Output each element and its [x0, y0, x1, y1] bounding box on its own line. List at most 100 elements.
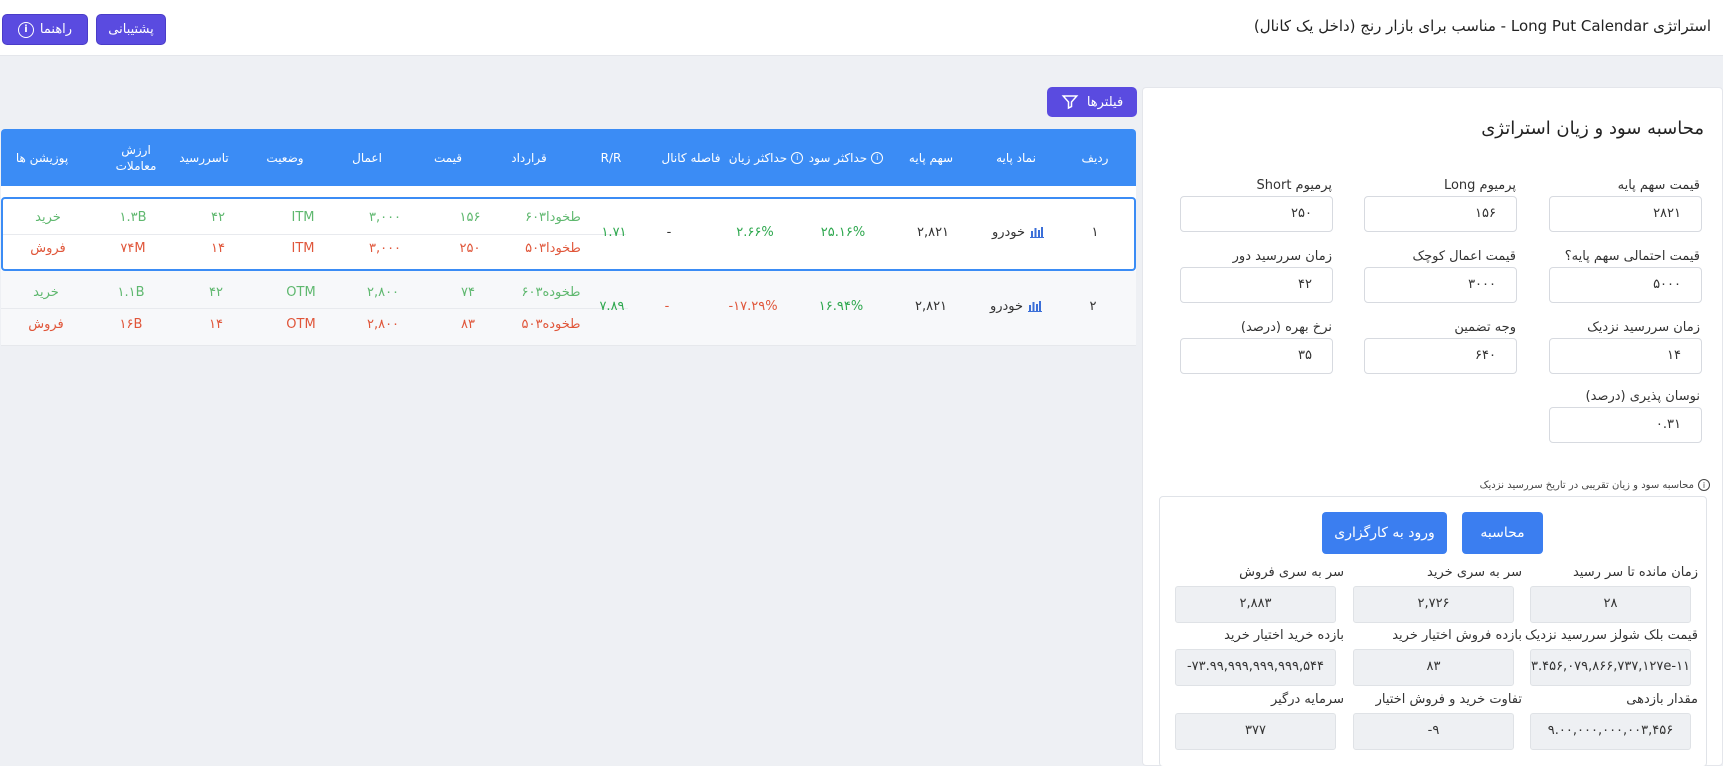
base-price-label: قیمت سهم پایه [1617, 178, 1700, 193]
chart-icon[interactable] [1030, 225, 1045, 238]
put-buy-return-value: -۷۳.۹۹,۹۹۹,۹۹۹,۹۹۹,۵۴۴ [1175, 649, 1336, 686]
margin-input[interactable]: ۶۴۰ [1364, 338, 1517, 374]
contract-cell: طخوده۶۰۳ [521, 285, 581, 300]
th-max-profit-label: حداکثر سود [808, 150, 868, 165]
expiry-cell: ۴۲ [211, 210, 225, 225]
support-button[interactable]: پشتیبانی [96, 14, 166, 45]
near-expiry-input[interactable]: ۱۴ [1549, 338, 1702, 374]
chart-icon[interactable] [1028, 299, 1043, 312]
th-status: وضعیت [266, 150, 304, 165]
status-cell: ITM [291, 210, 315, 225]
value-cell: ۱.۱B [117, 285, 145, 300]
be-sell-value: ۲,۸۸۳ [1175, 586, 1336, 623]
price-cell: ۱۵۶ [459, 210, 481, 225]
status-cell: ITM [291, 241, 315, 256]
row-index: ۱ [1091, 225, 1099, 240]
expiry-cell: ۴۲ [209, 285, 223, 300]
short-premium-input[interactable]: ۲۵۰ [1180, 196, 1333, 232]
interest-label: نرخ بهره (درصد) [1240, 320, 1332, 335]
max-profit-cell: ۱۶.۹۴% [818, 299, 864, 314]
table-row[interactable]: ۱ خودرو ۲,۸۲۱ ۲۵.۱۶% ۲.۶۶% - ۱.۷۱ طخودا۶… [1, 197, 1136, 271]
symbol-name: خودرو [991, 225, 1026, 240]
contract-cell: طخودا۵۰۳ [525, 241, 581, 256]
table-header: ردیف نماد پایه سهم پایه حداکثر سود i حدا… [1, 129, 1136, 186]
strike-cell: ۲,۸۰۰ [366, 317, 400, 332]
far-expiry-label: زمان سررسید دور [1232, 249, 1332, 264]
capital-value: ۳۷۷ [1175, 713, 1336, 750]
status-cell: OTM [286, 317, 316, 332]
prob-price-label: قیمت احتمالی سهم پایه؟ [1564, 249, 1700, 264]
th-expiry: تاسررسید [179, 150, 229, 165]
broker-login-button[interactable]: ورود به کارگزاری [1322, 512, 1447, 554]
base-cell: ۲,۸۲۱ [914, 299, 948, 314]
info-icon: i [17, 21, 34, 38]
margin-label: وجه تضمین [1454, 320, 1516, 335]
filters-button[interactable]: فیلترها [1047, 87, 1137, 117]
channel-cell: - [664, 299, 670, 314]
diff-value: -۹ [1353, 713, 1514, 750]
rr-cell: ۷.۸۹ [599, 299, 625, 314]
symbol-cell[interactable]: خودرو [976, 299, 1056, 314]
be-sell-label: سر به سری فروش [1239, 565, 1344, 580]
filters-button-label: فیلترها [1086, 94, 1124, 110]
position-cell: فروش [30, 241, 66, 256]
near-expiry-label: زمان سررسید نزدیک [1587, 320, 1700, 335]
far-expiry-input[interactable]: ۴۲ [1180, 267, 1333, 303]
th-base: سهم پایه [908, 150, 954, 165]
symbol-name: خودرو [989, 299, 1024, 314]
th-max-loss-label: حداکثر زیان [728, 150, 788, 165]
capital-label: سرمایه درگیر [1270, 692, 1344, 707]
expiry-cell: ۱۴ [211, 241, 225, 256]
return-amount-label: مقدار بازدهی [1626, 692, 1698, 707]
put-sell-return-value: ۸۳ [1353, 649, 1514, 686]
th-channel: فاصله کانال [661, 150, 721, 165]
price-cell: ۷۴ [461, 285, 475, 300]
th-positions: پوزیشن ها [15, 150, 69, 165]
th-symbol: نماد پایه [996, 150, 1036, 165]
table-row[interactable]: ۲ خودرو ۲,۸۲۱ ۱۶.۹۴% -۱۷.۲۹% - ۷.۸۹ طخود… [1, 271, 1136, 346]
th-rr: R/R [600, 150, 622, 165]
max-profit-cell: ۲۵.۱۶% [820, 225, 866, 240]
results-box: محاسبه ورود به کارگزاری زمان مانده تا سر… [1159, 496, 1707, 766]
be-buy-value: ۲,۷۲۶ [1353, 586, 1514, 623]
prob-price-input[interactable]: ۵۰۰۰ [1549, 267, 1702, 303]
th-price: قیمت [433, 150, 463, 165]
pnl-calculator-panel: محاسبه سود و زیان استراتژی قیمت سهم پایه… [1142, 87, 1723, 766]
approx-note: i محاسبه سود و زیان تقریبی در تاریخ سررس… [1480, 479, 1710, 491]
volatility-input[interactable]: ۰.۳۱ [1549, 407, 1702, 443]
th-row: ردیف [1081, 150, 1109, 165]
th-strike: اعمال [352, 150, 382, 165]
strike-cell: ۳,۰۰۰ [368, 210, 402, 225]
price-cell: ۸۳ [461, 317, 475, 332]
strategies-table: ردیف نماد پایه سهم پایه حداکثر سود i حدا… [1, 129, 1136, 346]
bs-price-value: ۳.۴۵۶,۰۷۹,۸۶۶,۷۳۷,۱۲۷e-۱۱ [1530, 649, 1691, 686]
value-cell: ۱۶B [119, 317, 143, 332]
long-premium-input[interactable]: ۱۵۶ [1364, 196, 1517, 232]
diff-label: تفاوت خرید و فروش اختیار [1375, 692, 1522, 707]
info-icon[interactable]: i [791, 151, 804, 164]
position-cell: خرید [35, 210, 61, 225]
row-index: ۲ [1089, 299, 1097, 314]
contract-cell: طخوده۵۰۳ [521, 317, 581, 332]
small-strike-input[interactable]: ۳۰۰۰ [1364, 267, 1517, 303]
put-buy-return-label: بازده خرید اختیار خرید [1224, 628, 1344, 643]
strike-cell: ۳,۰۰۰ [368, 241, 402, 256]
info-icon[interactable]: i [871, 151, 884, 164]
calculate-button[interactable]: محاسبه [1462, 512, 1543, 554]
rr-cell: ۱.۷۱ [601, 225, 627, 240]
th-max-loss: حداکثر زیان i [721, 129, 811, 186]
expiry-cell: ۱۴ [209, 317, 223, 332]
page-title: استراتژی Long Put Calendar - مناسب برای … [1253, 17, 1711, 35]
interest-input[interactable]: ۳۵ [1180, 338, 1333, 374]
channel-cell: - [666, 225, 672, 240]
max-loss-cell: ۲.۶۶% [736, 225, 774, 240]
status-cell: OTM [286, 285, 316, 300]
position-cell: فروش [28, 317, 64, 332]
th-max-profit: حداکثر سود i [801, 129, 891, 186]
guide-button[interactable]: i راهنما [2, 14, 88, 45]
long-premium-label: پرمیوم Long [1443, 178, 1516, 193]
position-cell: خرید [33, 285, 59, 300]
symbol-cell[interactable]: خودرو [978, 225, 1058, 240]
base-price-input[interactable]: ۲۸۲۱ [1549, 196, 1702, 232]
th-contract: قرارداد [511, 150, 547, 165]
